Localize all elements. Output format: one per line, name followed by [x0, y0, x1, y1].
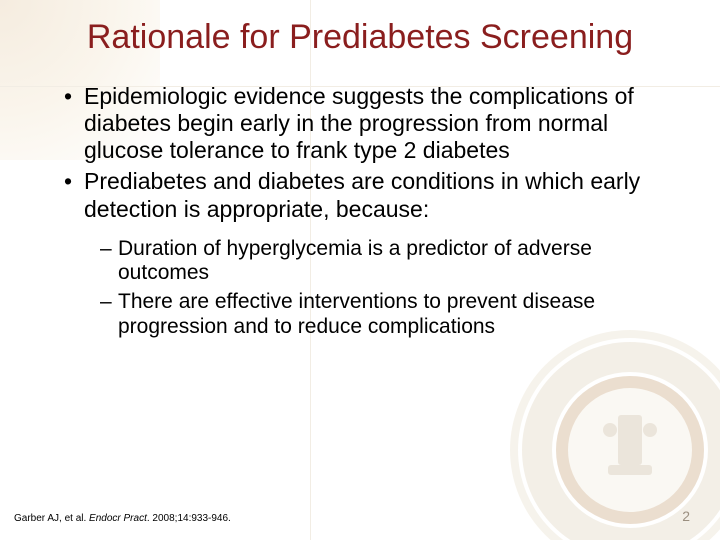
citation-journal: Endocr Pract: [89, 513, 147, 524]
citation-prefix: Garber AJ, et al.: [14, 513, 89, 524]
bullet-item: Prediabetes and diabetes are conditions …: [64, 168, 684, 222]
sub-bullet-list: Duration of hyperglycemia is a predictor…: [36, 237, 684, 340]
bullet-item: Epidemiologic evidence suggests the comp…: [64, 83, 684, 164]
sub-bullet-item: There are effective interventions to pre…: [100, 290, 684, 340]
page-number: 2: [682, 508, 690, 524]
citation-suffix: . 2008;14:933-946.: [147, 513, 231, 524]
bullet-list: Epidemiologic evidence suggests the comp…: [36, 83, 684, 223]
slide-content: Rationale for Prediabetes Screening Epid…: [0, 0, 720, 540]
slide-title: Rationale for Prediabetes Screening: [36, 18, 684, 57]
sub-bullet-item: Duration of hyperglycemia is a predictor…: [100, 237, 684, 287]
citation: Garber AJ, et al. Endocr Pract. 2008;14:…: [14, 513, 231, 524]
